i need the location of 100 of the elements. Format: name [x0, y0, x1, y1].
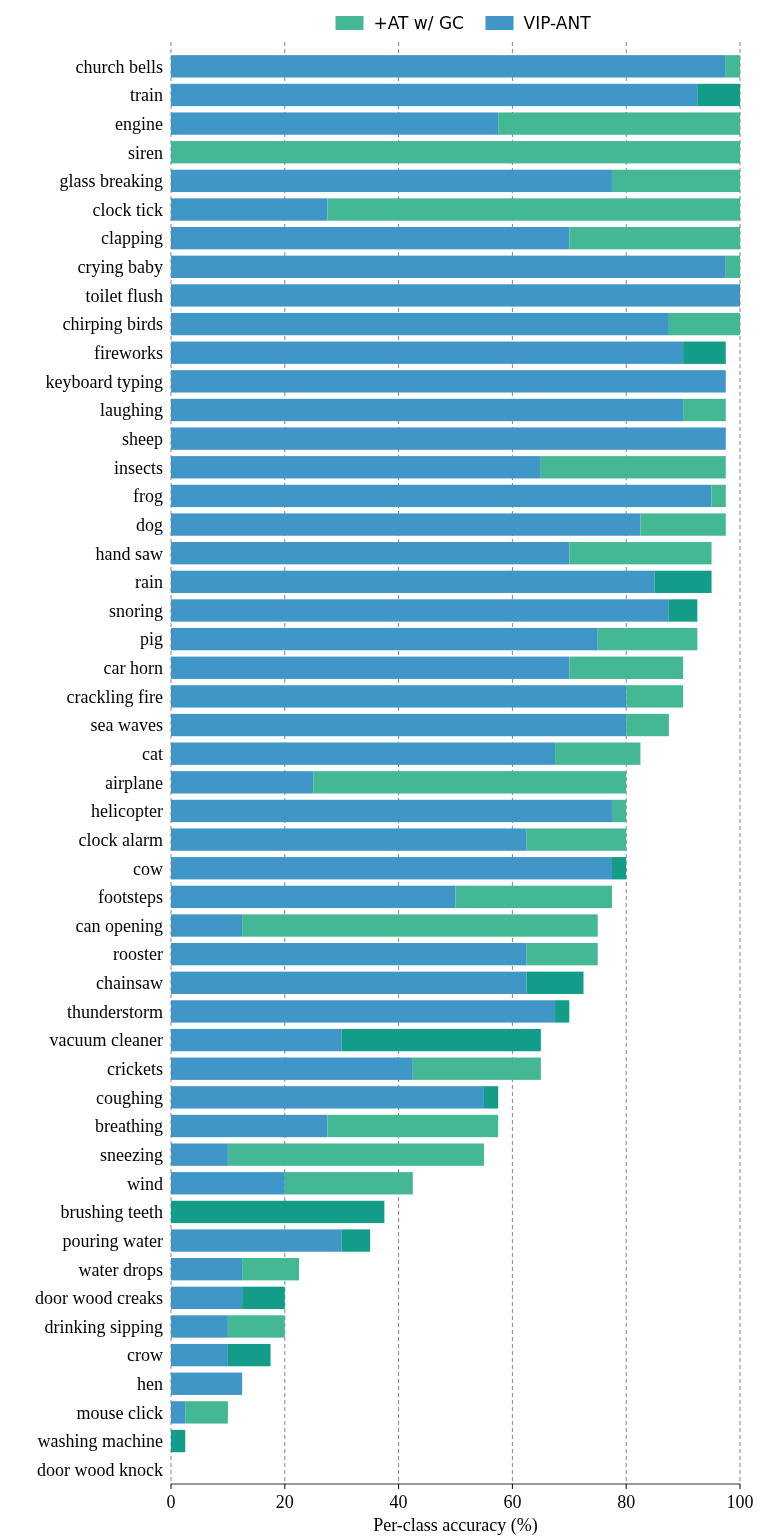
bar: [626, 685, 684, 708]
bar: [171, 828, 527, 851]
y-tick-label: coughing: [96, 1087, 163, 1108]
bar: [498, 112, 740, 135]
bar: [711, 484, 726, 508]
y-tick-label: mouse click: [76, 1402, 163, 1423]
bar: [526, 828, 627, 851]
y-tick-label: engine: [115, 113, 164, 134]
x-tick-label: 60: [503, 1492, 522, 1512]
y-tick-label: airplane: [105, 772, 164, 793]
bar: [569, 542, 712, 565]
bar: [171, 1143, 228, 1166]
y-tick-label: clock alarm: [78, 829, 163, 850]
bar: [171, 484, 712, 508]
bar: [171, 627, 598, 651]
bar: [171, 55, 726, 78]
bar: [412, 1057, 541, 1080]
y-tick-label: door wood knock: [37, 1459, 163, 1480]
bar: [171, 914, 243, 937]
bar: [654, 570, 712, 594]
bar: [597, 627, 698, 651]
bar: [313, 771, 627, 794]
bar: [555, 1000, 570, 1023]
bar: [171, 542, 570, 565]
bar: [171, 885, 456, 909]
bar: [626, 713, 669, 737]
y-tick-label: vacuum cleaner: [49, 1030, 163, 1051]
bar: [242, 1258, 300, 1281]
bar: [171, 341, 684, 364]
y-tick-label: rooster: [113, 944, 163, 965]
y-tick-label: keyboard typing: [45, 371, 163, 392]
y-tick-label: hand saw: [95, 543, 163, 564]
bar: [171, 656, 570, 679]
bar: [569, 656, 684, 679]
y-tick-label: glass breaking: [59, 171, 163, 192]
bar: [611, 799, 627, 823]
bar: [171, 255, 726, 278]
bar: [341, 1028, 541, 1052]
x-tick-label: 0: [166, 1492, 176, 1512]
y-tick-label: fireworks: [94, 343, 163, 364]
bar: [171, 1429, 186, 1453]
bar: [171, 141, 740, 164]
y-tick-label: rain: [135, 572, 163, 593]
y-tick-label: pouring water: [62, 1230, 163, 1251]
bar: [227, 1143, 484, 1166]
bar: [171, 198, 328, 221]
bar: [455, 885, 612, 909]
bar: [683, 398, 726, 422]
bar: [341, 1229, 371, 1252]
bar: [227, 1343, 271, 1367]
y-tick-label: church bells: [75, 56, 163, 77]
bar: [171, 570, 655, 594]
bar: [171, 1000, 556, 1023]
bar: [555, 742, 641, 765]
y-tick-label: pig: [139, 629, 163, 650]
x-tick-label: 80: [617, 1492, 636, 1512]
bar: [171, 942, 527, 966]
y-tick-label: toilet flush: [85, 285, 163, 306]
y-tick-label: water drops: [78, 1259, 163, 1280]
y-tick-label: insects: [114, 457, 163, 478]
y-tick-label: train: [130, 85, 163, 106]
y-tick-label: cat: [142, 743, 163, 764]
y-tick-label: hen: [137, 1374, 163, 1395]
bar: [171, 226, 570, 250]
y-tick-label: can opening: [75, 915, 163, 936]
bar: [171, 713, 627, 737]
bar: [171, 1286, 243, 1310]
bar: [327, 1114, 499, 1138]
x-axis-title: Per-class accuracy (%): [373, 1515, 538, 1536]
bar: [171, 857, 612, 880]
y-tick-label: wind: [127, 1173, 163, 1194]
x-tick-label: 40: [389, 1492, 408, 1512]
bar: [171, 685, 627, 708]
bar: [483, 1086, 499, 1109]
legend-label: +AT w/ GC: [373, 13, 464, 33]
y-tick-label: crickets: [107, 1059, 163, 1080]
bar: [171, 83, 698, 107]
bar: [668, 312, 740, 336]
bar: [171, 398, 684, 422]
bar: [668, 599, 698, 622]
bar: [171, 1229, 342, 1252]
y-tick-label: breathing: [95, 1116, 163, 1137]
bar: [526, 942, 598, 966]
y-tick-label: dog: [136, 514, 163, 535]
bar: [171, 742, 556, 765]
bar: [171, 427, 726, 450]
y-tick-label: laughing: [100, 400, 163, 421]
bar: [242, 1286, 285, 1310]
bar: [171, 284, 740, 307]
y-tick-label: sheep: [122, 428, 163, 449]
y-tick-label: helicopter: [91, 801, 163, 822]
x-tick-label: 20: [275, 1492, 294, 1512]
y-tick-label: sea waves: [90, 715, 163, 736]
y-tick-label: clock tick: [92, 199, 163, 220]
bar: [171, 513, 641, 536]
bar: [327, 198, 740, 221]
y-tick-label: drinking sipping: [44, 1316, 163, 1337]
y-tick-label: clapping: [101, 228, 163, 249]
bar: [171, 1372, 243, 1395]
y-tick-label: washing machine: [37, 1431, 164, 1452]
